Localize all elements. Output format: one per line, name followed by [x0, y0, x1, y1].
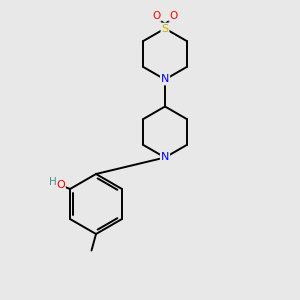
Text: H: H	[49, 177, 56, 188]
Text: O: O	[152, 11, 161, 21]
Text: N: N	[161, 74, 169, 85]
Text: O: O	[56, 180, 65, 190]
Text: N: N	[161, 152, 169, 163]
Text: O: O	[169, 11, 178, 21]
Text: S: S	[161, 23, 169, 34]
